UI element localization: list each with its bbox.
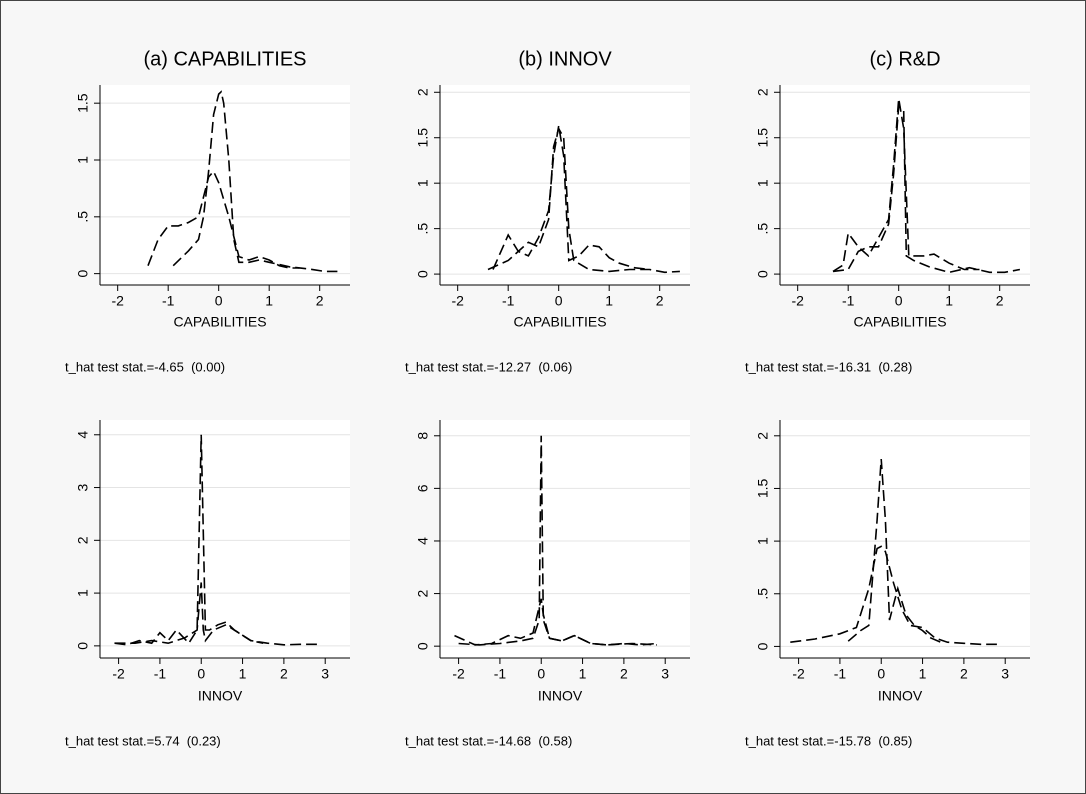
x-tick-label: 0 xyxy=(555,293,563,309)
y-tick-label: 1 xyxy=(415,179,431,187)
x-tick-label: -2 xyxy=(452,666,465,682)
y-tick-label: 2 xyxy=(755,432,771,440)
x-tick-label: 1 xyxy=(945,293,953,309)
x-tick-label: 0 xyxy=(197,666,205,682)
x-tick-label: -1 xyxy=(502,293,515,309)
y-tick-label: 1.5 xyxy=(755,479,771,499)
x-tick-label: -2 xyxy=(112,666,125,682)
density-line xyxy=(790,545,997,646)
x-tick-label: -2 xyxy=(111,293,124,309)
x-tick-label: 3 xyxy=(1001,666,1009,682)
x-tick-label: 2 xyxy=(280,666,288,682)
density-line xyxy=(147,169,300,269)
test-statistic: t_hat test stat.=-4.65 (0.00) xyxy=(65,359,225,374)
x-axis-label: INNOV xyxy=(878,688,923,704)
y-tick-label: 1 xyxy=(755,179,771,187)
x-tick-label: 1 xyxy=(265,293,273,309)
y-tick-label: .5 xyxy=(755,588,771,600)
density-line xyxy=(114,582,317,646)
x-axis-label: CAPABILITIES xyxy=(173,314,266,330)
y-tick-label: 8 xyxy=(415,432,431,440)
panel-title: (a) CAPABILITIES xyxy=(143,48,306,70)
y-tick-label: 2 xyxy=(75,536,91,544)
y-tick-label: .5 xyxy=(415,223,431,235)
x-axis-label: INNOV xyxy=(538,688,583,704)
x-axis-label: CAPABILITIES xyxy=(513,314,606,330)
test-statistic: t_hat test stat.=-16.31 (0.28) xyxy=(745,359,912,374)
density-line xyxy=(172,90,338,273)
x-tick-label: 1 xyxy=(579,666,587,682)
x-tick-label: 2 xyxy=(656,293,664,309)
test-statistic: t_hat test stat.=5.74 (0.23) xyxy=(65,733,221,748)
x-axis-label: CAPABILITIES xyxy=(853,314,946,330)
test-statistic: t_hat test stat.=-12.27 (0.06) xyxy=(405,359,572,374)
x-axis-label: INNOV xyxy=(198,688,243,704)
x-tick-label: 1 xyxy=(919,666,927,682)
y-tick-label: 1.5 xyxy=(415,128,431,148)
y-tick-label: 1 xyxy=(755,537,771,545)
x-tick-label: 2 xyxy=(960,666,968,682)
density-line xyxy=(458,435,657,646)
panel-title: (c) R&D xyxy=(869,48,940,70)
y-tick-label: 0 xyxy=(415,270,431,278)
x-tick-label: 3 xyxy=(661,666,669,682)
density-line xyxy=(847,458,944,645)
plot-area xyxy=(780,420,1030,658)
y-tick-label: 0 xyxy=(75,270,91,278)
y-tick-label: 4 xyxy=(415,537,431,545)
y-tick-label: .5 xyxy=(755,223,771,235)
panel-title: (b) INNOV xyxy=(518,48,612,70)
x-tick-label: 0 xyxy=(877,666,885,682)
x-tick-label: -1 xyxy=(842,293,855,309)
y-tick-label: 2 xyxy=(415,88,431,96)
plot-area xyxy=(100,420,350,658)
y-tick-label: 1 xyxy=(75,589,91,597)
y-tick-label: 2 xyxy=(755,88,771,96)
y-tick-label: 1.5 xyxy=(755,128,771,148)
test-statistic: t_hat test stat.=-14.68 (0.58) xyxy=(405,733,572,748)
x-tick-label: -1 xyxy=(834,666,847,682)
x-tick-label: 1 xyxy=(605,293,613,309)
test-statistic: t_hat test stat.=-15.78 (0.85) xyxy=(745,733,912,748)
x-tick-label: -2 xyxy=(791,293,804,309)
y-tick-label: 3 xyxy=(75,483,91,491)
x-tick-label: 1 xyxy=(239,666,247,682)
y-tick-label: 1.5 xyxy=(75,93,91,113)
y-tick-label: 2 xyxy=(415,589,431,597)
density-line xyxy=(832,104,1021,274)
y-tick-label: 0 xyxy=(755,642,771,650)
x-tick-label: 2 xyxy=(620,666,628,682)
x-tick-label: -1 xyxy=(494,666,507,682)
y-tick-label: 4 xyxy=(75,431,91,439)
x-tick-label: -2 xyxy=(451,293,464,309)
x-tick-label: -1 xyxy=(162,293,175,309)
x-tick-label: 0 xyxy=(537,666,545,682)
x-tick-label: 0 xyxy=(215,293,223,309)
x-tick-label: -1 xyxy=(154,666,167,682)
density-line xyxy=(487,126,680,274)
x-tick-label: 2 xyxy=(996,293,1004,309)
y-tick-label: .5 xyxy=(75,211,91,223)
x-tick-label: 0 xyxy=(895,293,903,309)
plot-area xyxy=(440,420,690,658)
y-tick-label: 0 xyxy=(755,270,771,278)
density-line xyxy=(832,98,980,273)
y-tick-label: 0 xyxy=(75,642,91,650)
x-tick-label: 3 xyxy=(321,666,329,682)
y-tick-label: 6 xyxy=(415,484,431,492)
density-line xyxy=(492,125,650,271)
x-tick-label: -2 xyxy=(792,666,805,682)
y-tick-label: 1 xyxy=(75,156,91,164)
y-tick-label: 0 xyxy=(415,642,431,650)
x-tick-label: 2 xyxy=(316,293,324,309)
